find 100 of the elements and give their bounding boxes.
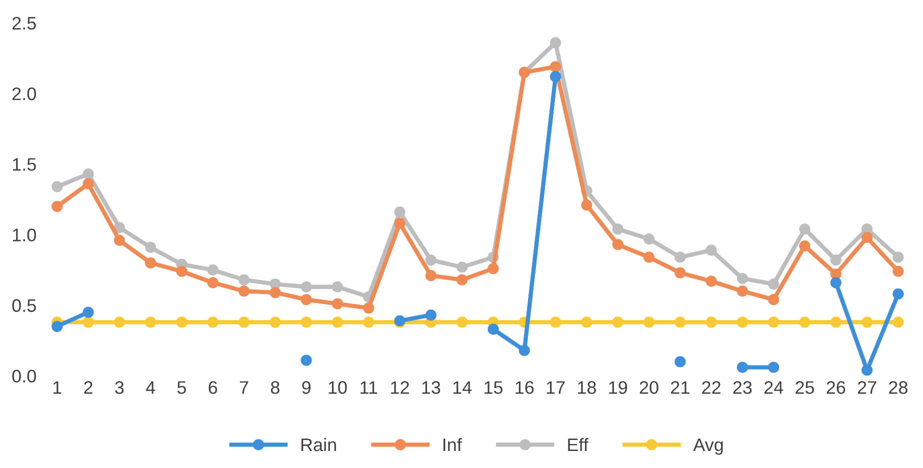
- point: [799, 316, 810, 328]
- x-tick-label: 7: [240, 381, 248, 394]
- point: [332, 281, 344, 292]
- point: [145, 242, 156, 253]
- point: [238, 286, 250, 297]
- x-tick-label: 10: [328, 381, 347, 394]
- point: [394, 218, 406, 229]
- point: [581, 199, 592, 211]
- x-tick-label: 18: [578, 381, 596, 394]
- point: [270, 286, 281, 298]
- point: [82, 168, 94, 180]
- point: [363, 316, 374, 328]
- point: [861, 364, 873, 376]
- point: [736, 272, 748, 284]
- point: [425, 310, 436, 321]
- point: [736, 286, 748, 297]
- point: [612, 316, 624, 328]
- point: [830, 316, 842, 328]
- point: [238, 316, 250, 328]
- point: [674, 252, 686, 263]
- point: [706, 276, 717, 287]
- x-tick-label: 28: [889, 381, 908, 394]
- point: [238, 274, 250, 286]
- x-tick-label: 19: [609, 381, 628, 394]
- legend-label: Avg: [693, 438, 723, 455]
- point: [488, 262, 499, 274]
- point: [456, 316, 468, 328]
- point: [581, 316, 592, 328]
- point: [550, 61, 562, 72]
- point: [612, 223, 624, 235]
- point: [300, 281, 312, 292]
- y-tick-label: 1.5: [12, 158, 36, 171]
- x-tick-label: 20: [640, 381, 658, 394]
- point: [270, 316, 281, 328]
- y-tick-label: 2.5: [12, 16, 36, 30]
- x-tick-label: 16: [516, 381, 534, 394]
- legend-label: Rain: [301, 438, 336, 452]
- x-tick-label: 1: [53, 381, 62, 394]
- point: [488, 324, 499, 335]
- point: [176, 266, 188, 277]
- point: [52, 181, 63, 192]
- point: [300, 354, 312, 366]
- legend-label: Inf: [444, 438, 462, 452]
- point: [736, 316, 748, 328]
- x-tick-label: 15: [484, 381, 503, 394]
- point: [768, 362, 780, 373]
- point: [52, 200, 63, 212]
- x-tick-label: 26: [826, 381, 846, 394]
- point: [892, 266, 904, 277]
- point: [768, 316, 780, 328]
- point: [363, 302, 374, 314]
- point: [114, 316, 125, 328]
- x-tick-label: 9: [302, 381, 310, 394]
- x-tick-label: 23: [733, 381, 752, 394]
- point: [456, 274, 468, 286]
- point: [82, 316, 94, 328]
- point: [643, 316, 655, 328]
- point: [830, 254, 842, 266]
- point: [706, 316, 717, 328]
- x-tick-label: 12: [391, 381, 409, 394]
- x-tick-label: 6: [208, 381, 218, 394]
- point: [706, 244, 717, 256]
- x-tick-label: 2: [84, 381, 92, 394]
- point: [892, 288, 904, 300]
- point: [394, 206, 406, 218]
- point: [736, 362, 748, 373]
- legend-label: Eff: [568, 438, 588, 452]
- x-tick-label: 22: [702, 381, 720, 394]
- point: [830, 277, 842, 288]
- x-tick-label: 8: [270, 381, 280, 394]
- point: [643, 252, 655, 263]
- x-tick-label: 25: [796, 381, 814, 394]
- point: [892, 316, 904, 328]
- x-tick-label: 21: [671, 381, 690, 394]
- point: [550, 316, 562, 328]
- point: [799, 240, 810, 252]
- y-tick-label: 0.0: [12, 370, 36, 383]
- y-tick-label: 2.0: [12, 87, 36, 100]
- point: [332, 316, 344, 328]
- y-tick-label: 0.5: [12, 299, 36, 312]
- point: [114, 234, 125, 246]
- x-tick-label: 5: [177, 381, 186, 394]
- point: [207, 316, 218, 328]
- x-tick-label: 24: [764, 381, 784, 394]
- point: [643, 233, 655, 244]
- point: [550, 37, 562, 48]
- point: [674, 267, 686, 278]
- y-tick-label: 1.0: [12, 228, 36, 242]
- point: [82, 178, 94, 190]
- point: [425, 254, 436, 266]
- point: [612, 238, 624, 250]
- point: [518, 344, 530, 356]
- point: [768, 278, 780, 290]
- x-tick-label: 17: [546, 381, 565, 394]
- point: [550, 71, 562, 82]
- point: [892, 252, 904, 263]
- point: [114, 222, 125, 234]
- point: [145, 257, 156, 268]
- point: [332, 298, 344, 310]
- point: [176, 316, 188, 328]
